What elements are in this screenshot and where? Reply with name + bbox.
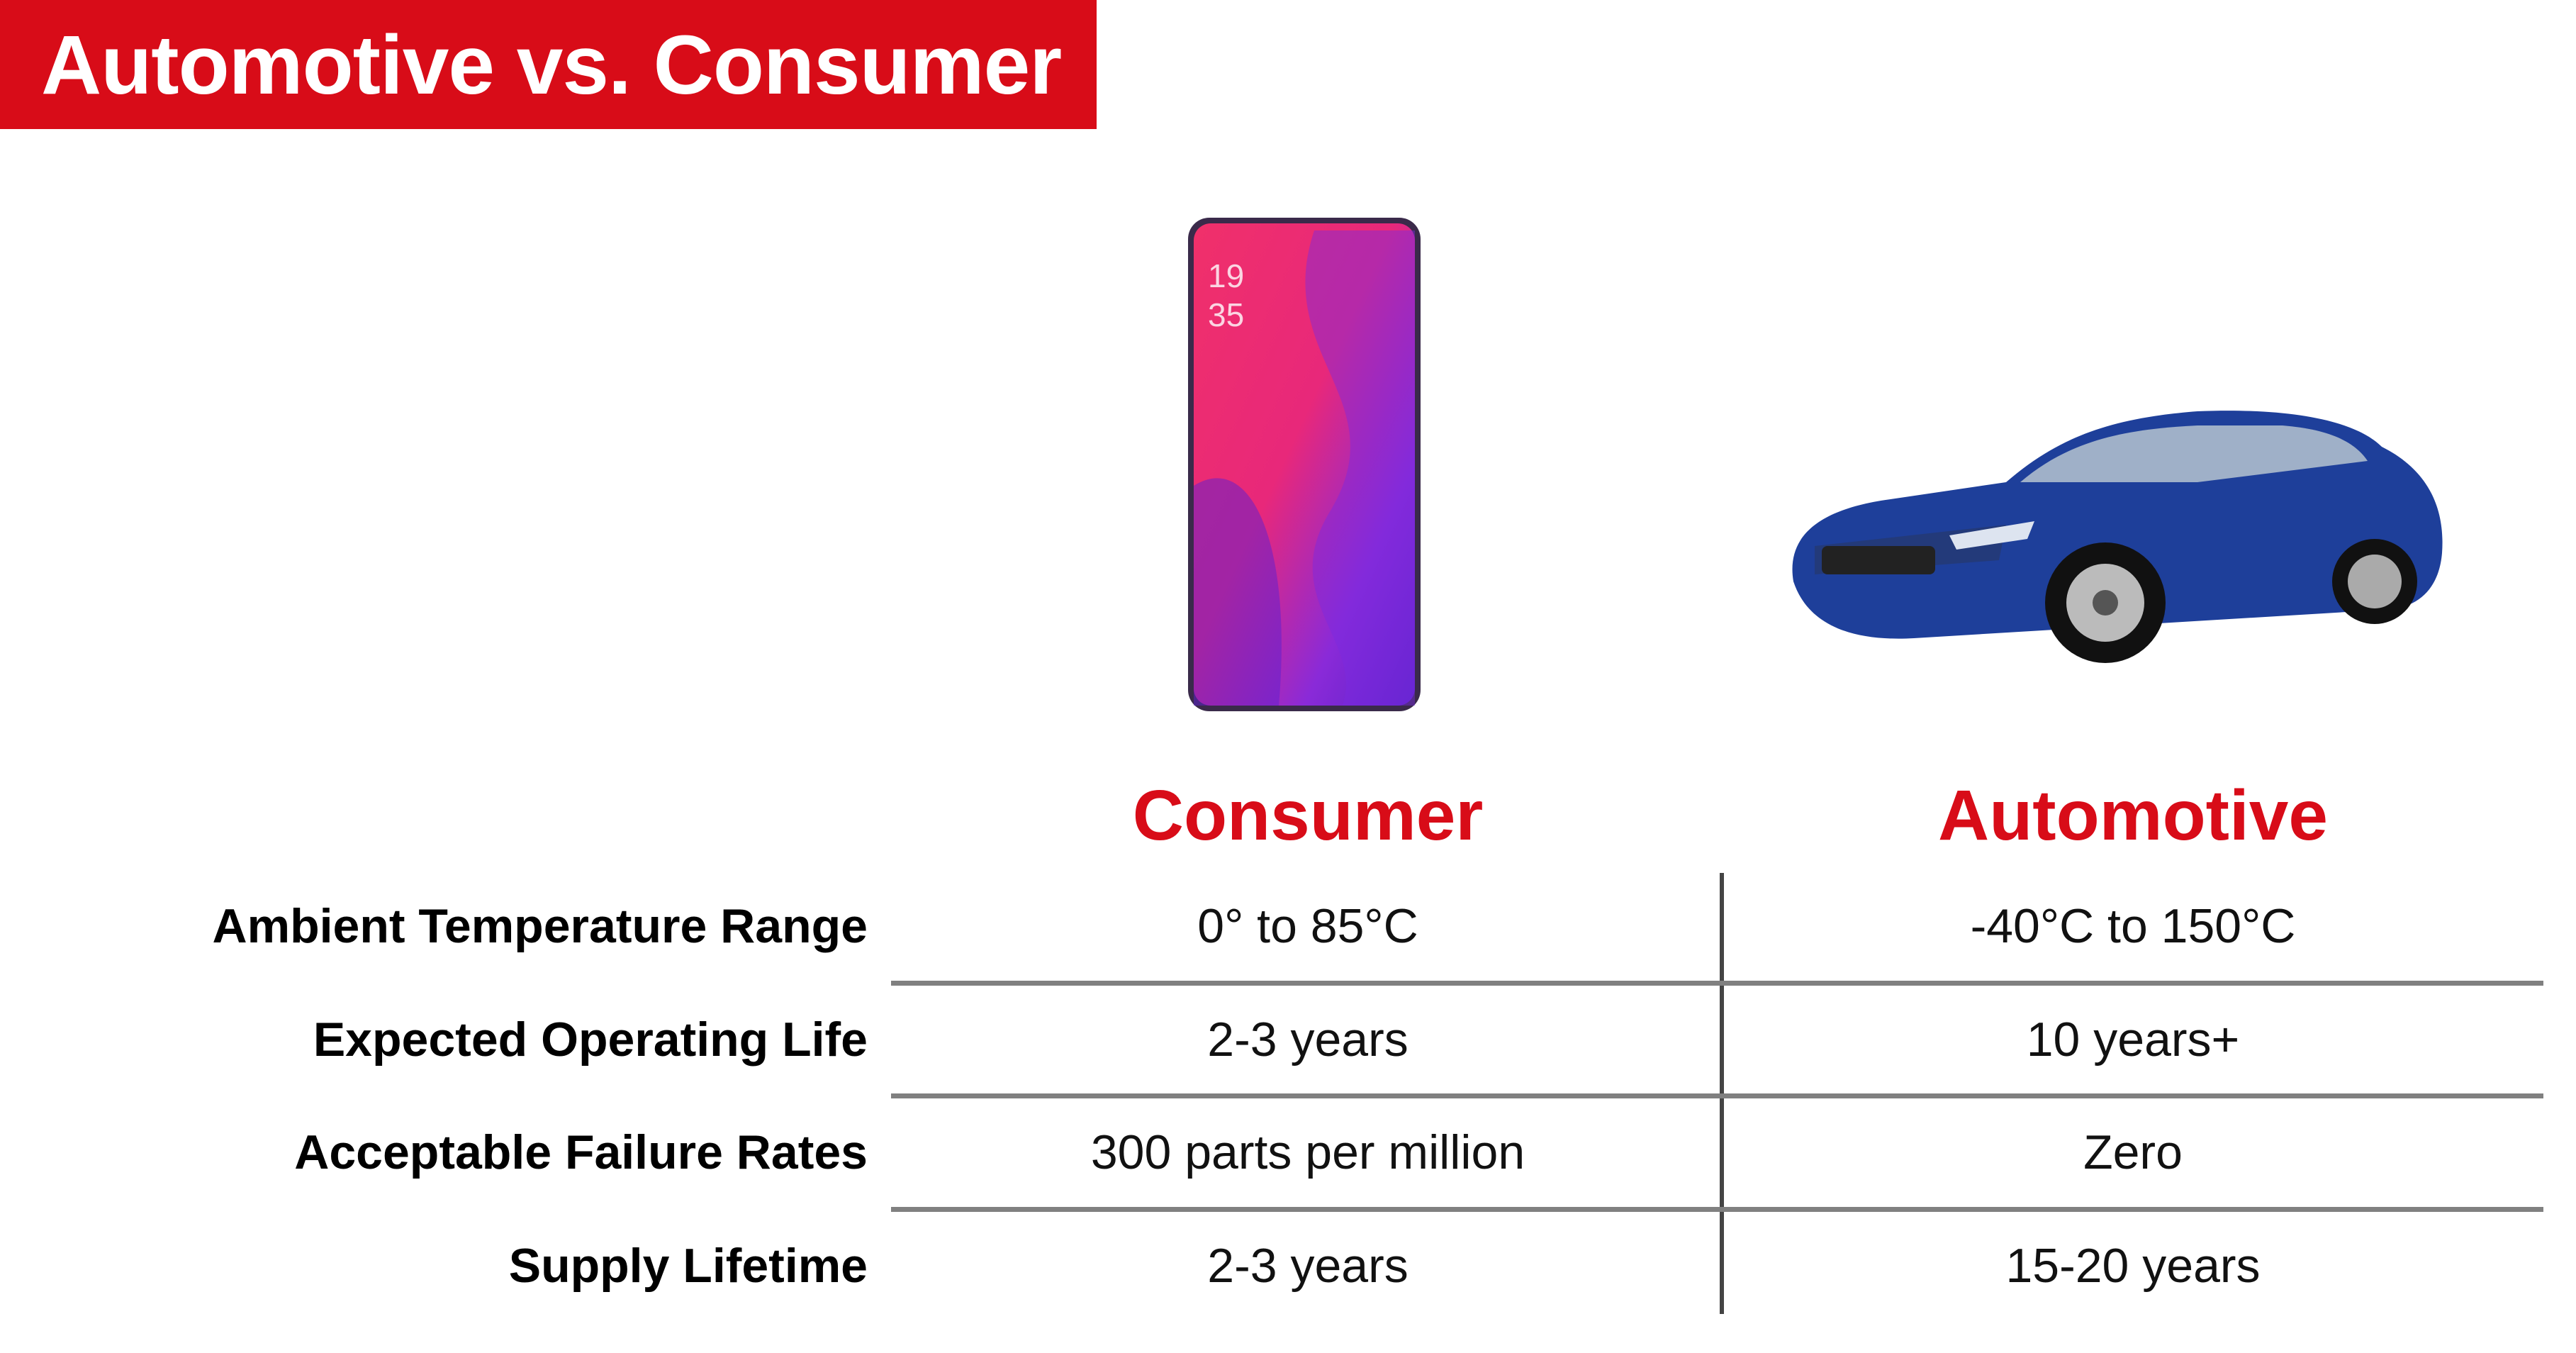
smartphone-image: 19 35: [1188, 218, 1421, 711]
consumer-value: 300 parts per million: [1090, 1125, 1525, 1179]
column-header-consumer: Consumer: [1132, 776, 1484, 855]
page-title: Automotive vs. Consumer: [41, 18, 1062, 112]
blue-sedan-car-image: [1792, 411, 2443, 663]
consumer-value: 2-3 years: [1207, 1239, 1409, 1293]
row-divider: [891, 981, 2543, 986]
row-label: Acceptable Failure Rates: [294, 1125, 868, 1179]
row-label: Supply Lifetime: [508, 1239, 868, 1293]
row-label: Expected Operating Life: [313, 1013, 868, 1067]
row-divider: [891, 1093, 2543, 1098]
title-banner: Automotive vs. Consumer: [0, 0, 1097, 129]
automotive-value: -40°C to 150°C: [1970, 899, 2296, 953]
row-label: Ambient Temperature Range: [212, 899, 868, 953]
automotive-value: 15-20 years: [2005, 1239, 2261, 1293]
svg-text:35: 35: [1208, 296, 1244, 333]
column-header-automotive: Automotive: [1938, 776, 2328, 855]
row-divider: [891, 1207, 2543, 1212]
consumer-value: 2-3 years: [1207, 1013, 1409, 1067]
consumer-value: 0° to 85°C: [1197, 899, 1418, 953]
svg-text:19: 19: [1208, 257, 1244, 294]
automotive-value: Zero: [2083, 1125, 2183, 1179]
automotive-value: 10 years+: [2026, 1013, 2240, 1067]
